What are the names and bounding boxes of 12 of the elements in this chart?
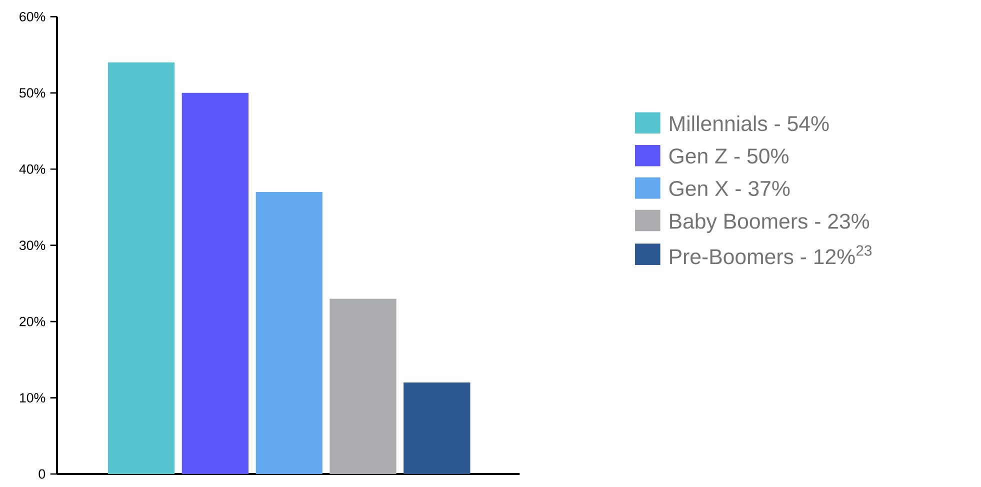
- y-tick-label: 60%: [20, 12, 46, 22]
- y-tick-label: 50%: [19, 88, 46, 98]
- legend-label: Gen X - 37%: [669, 180, 790, 196]
- y-tick-label: 40%: [19, 164, 46, 174]
- y-tick-label: 0: [38, 469, 46, 479]
- legend-label: Baby Boomers - 23%: [670, 213, 870, 234]
- y-tick-label: 20%: [20, 316, 46, 326]
- legend-label: Pre-Boomers - 12%$^{23}$: [670, 245, 872, 264]
- legend-label: Gen Z - 50%: [669, 148, 788, 164]
- legend-label: Millennials - 54%: [670, 116, 829, 132]
- y-tick-label: 10%: [20, 393, 46, 402]
- y-tick-label: 30%: [19, 240, 46, 250]
